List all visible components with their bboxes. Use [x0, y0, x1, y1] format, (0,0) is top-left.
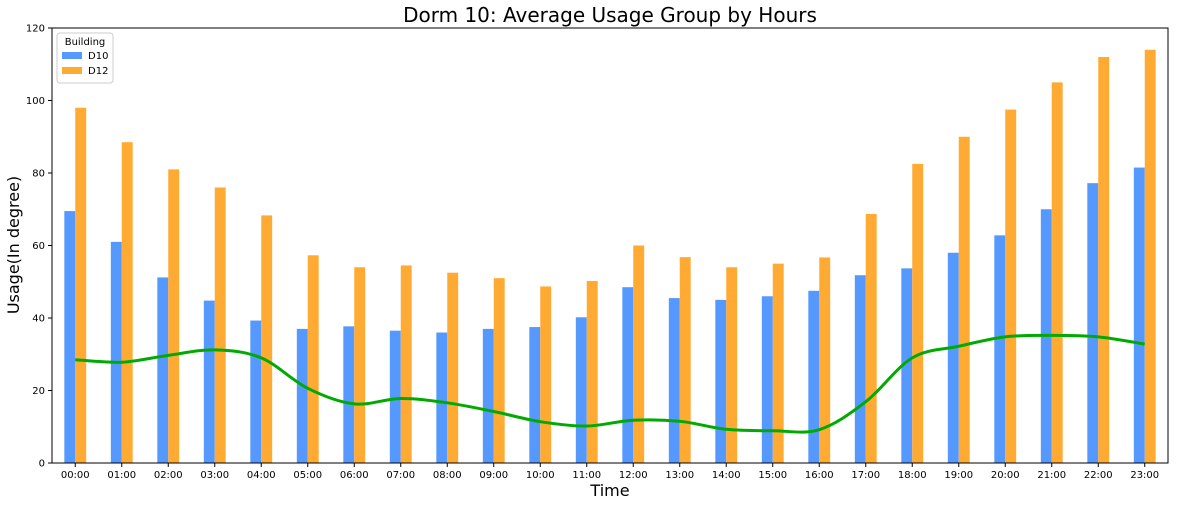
legend-label-d10: D10 — [88, 51, 108, 62]
x-tick-label-17: 17:00 — [851, 470, 880, 481]
bar-d12-8 — [447, 272, 459, 463]
bar-d10-23 — [1133, 167, 1145, 463]
x-tick-label-3: 03:00 — [200, 470, 229, 481]
bar-d10-11 — [575, 317, 587, 463]
legend-title: Building — [65, 37, 106, 48]
bar-d12-3 — [214, 187, 226, 463]
legend-swatch-d12 — [62, 67, 82, 74]
x-tick-label-23: 23:00 — [1130, 470, 1159, 481]
x-tick-label-18: 18:00 — [898, 470, 927, 481]
legend-swatch-d10 — [62, 52, 82, 59]
bar-d10-18 — [901, 268, 913, 463]
bar-d12-11 — [586, 281, 598, 463]
bar-d12-0 — [75, 107, 87, 463]
bar-d12-20 — [1005, 109, 1017, 463]
y-tick-label-0: 0 — [39, 459, 45, 470]
bar-d10-6 — [343, 326, 355, 463]
x-tick-label-2: 02:00 — [154, 470, 183, 481]
bar-d12-7 — [400, 265, 412, 463]
bar-d12-2 — [168, 169, 180, 464]
bar-d10-5 — [296, 328, 308, 464]
bar-d10-10 — [529, 327, 541, 463]
bar-d12-17 — [865, 213, 877, 463]
x-tick-label-22: 22:00 — [1084, 470, 1113, 481]
x-tick-label-11: 11:00 — [572, 470, 601, 481]
bar-d12-15 — [772, 263, 784, 464]
y-tick-label-6: 120 — [26, 24, 45, 35]
x-tick-label-15: 15:00 — [758, 470, 787, 481]
bar-d12-5 — [307, 255, 319, 463]
y-tick-label-3: 60 — [32, 241, 45, 252]
x-tick-label-1: 01:00 — [107, 470, 136, 481]
x-tick-label-6: 06:00 — [340, 470, 369, 481]
bar-d12-13 — [679, 257, 691, 463]
x-axis-title: Time — [589, 481, 629, 500]
bar-d10-3 — [203, 300, 215, 463]
y-axis-title: Usage(In degree) — [4, 176, 23, 314]
bar-d10-16 — [808, 290, 820, 463]
x-tick-label-8: 08:00 — [433, 470, 462, 481]
bar-d12-23 — [1144, 49, 1156, 463]
bar-d12-19 — [958, 136, 970, 463]
bar-d12-21 — [1051, 82, 1063, 464]
bar-d10-1 — [110, 241, 122, 464]
bar-d12-10 — [540, 286, 552, 463]
x-tick-label-21: 21:00 — [1037, 470, 1066, 481]
y-tick-label-5: 100 — [26, 96, 45, 107]
x-tick-label-10: 10:00 — [526, 470, 555, 481]
x-tick-label-20: 20:00 — [991, 470, 1020, 481]
x-tick-label-12: 12:00 — [619, 470, 648, 481]
bar-d12-12 — [633, 245, 645, 463]
x-tick-label-0: 00:00 — [61, 470, 90, 481]
bar-d12-22 — [1098, 57, 1110, 463]
x-tick-label-19: 19:00 — [944, 470, 973, 481]
bar-d12-6 — [354, 267, 366, 463]
y-tick-label-4: 80 — [32, 169, 45, 180]
bar-d12-4 — [261, 215, 273, 463]
bar-d10-2 — [157, 277, 169, 463]
x-tick-label-7: 07:00 — [386, 470, 415, 481]
chart-title: Dorm 10: Average Usage Group by Hours — [403, 3, 817, 27]
legend-label-d12: D12 — [88, 66, 108, 77]
x-tick-label-5: 05:00 — [293, 470, 322, 481]
bar-d10-4 — [250, 320, 262, 463]
trend-line-0 — [75, 333, 1145, 434]
bar-d12-14 — [726, 267, 738, 463]
x-tick-label-13: 13:00 — [665, 470, 694, 481]
bar-d12-18 — [912, 163, 924, 463]
y-tick-label-1: 20 — [32, 386, 45, 397]
bar-d10-0 — [64, 211, 76, 463]
bar-d10-9 — [482, 328, 494, 464]
bar-d10-15 — [761, 296, 773, 463]
bar-d10-17 — [854, 275, 866, 463]
bar-d10-7 — [389, 330, 401, 463]
legend: Building D10 D12 — [56, 32, 114, 84]
x-tick-label-16: 16:00 — [805, 470, 834, 481]
y-tick-label-2: 40 — [32, 314, 45, 325]
x-tick-label-9: 09:00 — [479, 470, 508, 481]
bar-d12-1 — [121, 142, 133, 463]
bar-d12-16 — [819, 257, 831, 463]
bar-d10-14 — [715, 299, 727, 464]
bar-d10-12 — [622, 287, 634, 463]
x-tick-label-4: 04:00 — [247, 470, 276, 481]
x-tick-label-14: 14:00 — [712, 470, 741, 481]
bar-d10-8 — [436, 332, 448, 463]
bar-d12-9 — [493, 278, 505, 464]
bar-d10-19 — [947, 252, 959, 463]
bar-d10-13 — [668, 298, 680, 463]
bar-d10-20 — [994, 235, 1006, 463]
bar-d10-22 — [1087, 183, 1099, 463]
